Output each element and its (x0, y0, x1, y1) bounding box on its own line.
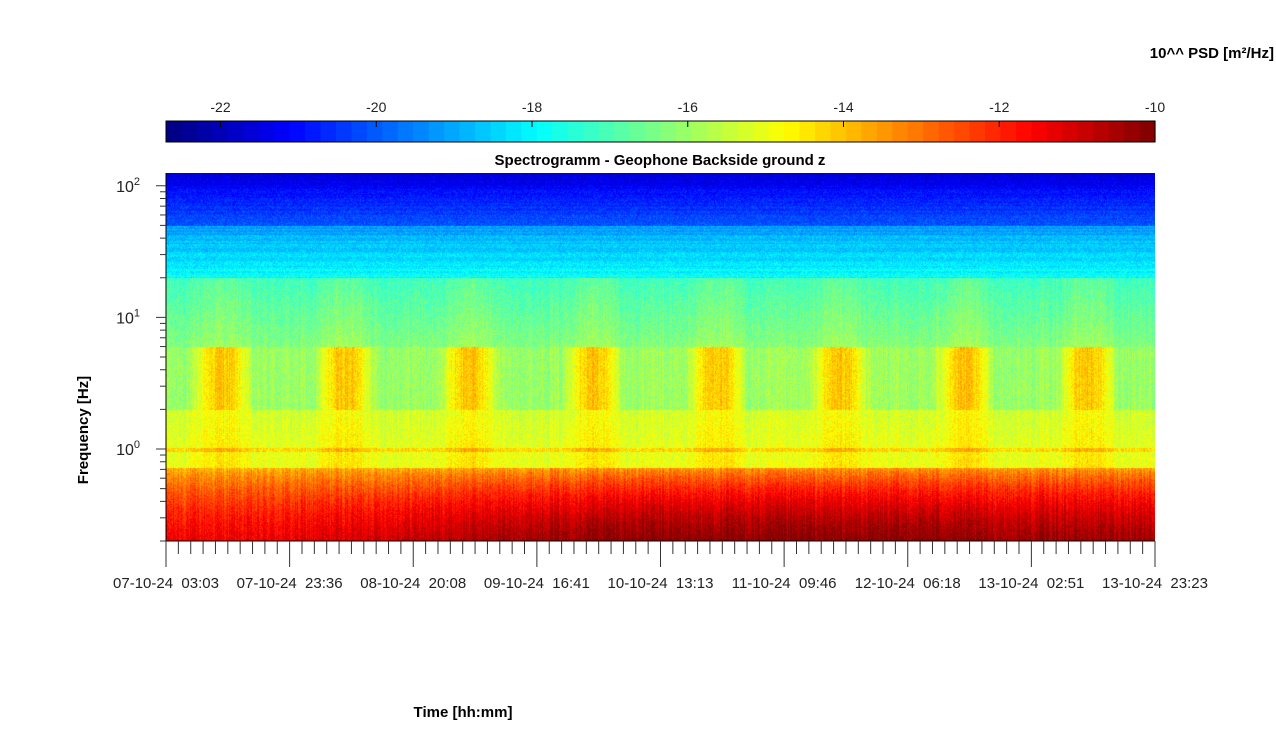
colorbar-cell (397, 121, 414, 142)
colorbar-cell (1000, 121, 1017, 142)
colorbar-tick-label: -12 (989, 99, 1009, 115)
colorbar-cell (166, 121, 183, 142)
colorbar-cell (366, 121, 383, 142)
colorbar-cell (196, 121, 213, 142)
plot-area (166, 173, 1155, 541)
y-tick-label: 101 (116, 307, 140, 327)
x-tick-label: 07-10-24 23:36 (237, 575, 343, 592)
colorbar-cell (181, 121, 198, 142)
x-tick-label: 11-10-24 09:46 (732, 575, 837, 592)
colorbar-cell (1015, 121, 1032, 142)
colorbar-cell (815, 121, 832, 142)
colorbar-cell (1108, 121, 1125, 142)
x-tick-label: 13-10-24 02:51 (978, 575, 1084, 592)
colorbar-cell (614, 121, 631, 142)
colorbar-cell (954, 121, 971, 142)
y-axis: 100 101 102 (116, 173, 167, 542)
colorbar-tick-label: -16 (678, 99, 698, 115)
x-tick-label: 08-10-24 20:08 (360, 575, 466, 592)
x-tick-label: 09-10-24 16:41 (484, 575, 590, 592)
colorbar-cell (768, 121, 785, 142)
colorbar-cell (243, 121, 260, 142)
colorbar-ticks (220, 121, 1156, 127)
colorbar-cell (351, 121, 368, 142)
colorbar-tick-label: -20 (366, 99, 386, 115)
colorbar-cell (567, 121, 584, 142)
colorbar-cell (753, 121, 770, 142)
y-tick-label: 102 (116, 176, 140, 196)
colorbar-cell (274, 121, 291, 142)
x-tick-label: 07-10-24 03:03 (113, 575, 219, 592)
colorbar-tick-label: -22 (210, 99, 230, 115)
colorbar-cell (907, 121, 924, 142)
colorbar-cell (876, 121, 893, 142)
x-axis: 07-10-24 03:03 07-10-24 23:36 08-10-24 20:… (113, 540, 1208, 592)
colorbar-cell (227, 121, 244, 142)
colorbar-tick-labels: -22 -20 -18 -16 -14 -12 -10 (210, 99, 1165, 115)
colorbar-cell (289, 121, 306, 142)
colorbar-cell (938, 121, 955, 142)
colorbar-cell (737, 121, 754, 142)
colorbar-cell (1077, 121, 1094, 142)
colorbar-cell (799, 121, 816, 142)
colorbar-cell (1046, 121, 1063, 142)
colorbar-cell (1031, 121, 1048, 142)
colorbar-cell (475, 121, 492, 142)
colorbar-cell (258, 121, 275, 142)
colorbar-cell (598, 121, 615, 142)
colorbar-cell (985, 121, 1002, 142)
x-tick-label: 10-10-24 13:13 (608, 575, 714, 592)
colorbar-cell (583, 121, 600, 142)
colorbar-cell (1124, 121, 1141, 142)
y-axis-label: Frequency [Hz] (75, 376, 92, 484)
colorbar-cell (320, 121, 337, 142)
colorbar-cell (382, 121, 399, 142)
chart-title: Spectrogramm - Geophone Backside ground … (495, 152, 826, 169)
y-tick-label: 100 (116, 439, 140, 459)
colorbar-cell (645, 121, 662, 142)
colorbar-cell (629, 121, 646, 142)
colorbar-cell (861, 121, 878, 142)
colorbar: 10^^ PSD [m²/Hz] -22 -20 -18 -16 -14 -12 -10 (165, 45, 1274, 143)
colorbar-cell (459, 121, 476, 142)
colorbar-cell (1093, 121, 1110, 142)
colorbar-tick-label: -14 (833, 99, 853, 115)
colorbar-cell (413, 121, 430, 142)
colorbar-cell (490, 121, 507, 142)
colorbar-frame (165, 120, 1156, 143)
colorbar-cell (521, 121, 538, 142)
x-tick-label: 12-10-24 06:18 (855, 575, 961, 592)
colorbar-label: 10^^ PSD [m²/Hz] (1150, 45, 1274, 62)
colorbar-cell (706, 121, 723, 142)
colorbar-cell (1062, 121, 1079, 142)
colorbar-cell (923, 121, 940, 142)
x-axis-label: Time [hh:mm] (414, 704, 513, 721)
colorbar-cell (212, 121, 229, 142)
colorbar-tick-label: -18 (522, 99, 542, 115)
colorbar-cell (335, 121, 353, 142)
colorbar-cell (428, 121, 445, 142)
colorbar-gradient (166, 121, 1156, 142)
colorbar-cell (536, 121, 553, 142)
x-tick-label: 13-10-24 23:23 (1102, 575, 1208, 592)
colorbar-cell (675, 121, 692, 142)
colorbar-cell (845, 121, 862, 142)
colorbar-cell (1139, 121, 1156, 142)
colorbar-cell (892, 121, 909, 142)
colorbar-cell (691, 121, 708, 142)
colorbar-cell (505, 121, 523, 142)
colorbar-tick-label: -10 (1145, 99, 1165, 115)
colorbar-cell (660, 121, 677, 142)
colorbar-cell (552, 121, 569, 142)
spectrogram-heatmap (166, 173, 1155, 541)
colorbar-cell (784, 121, 801, 142)
colorbar-cell (305, 121, 322, 142)
colorbar-cell (444, 121, 461, 142)
colorbar-cell (830, 121, 847, 142)
colorbar-cell (722, 121, 739, 142)
colorbar-cell (969, 121, 986, 142)
